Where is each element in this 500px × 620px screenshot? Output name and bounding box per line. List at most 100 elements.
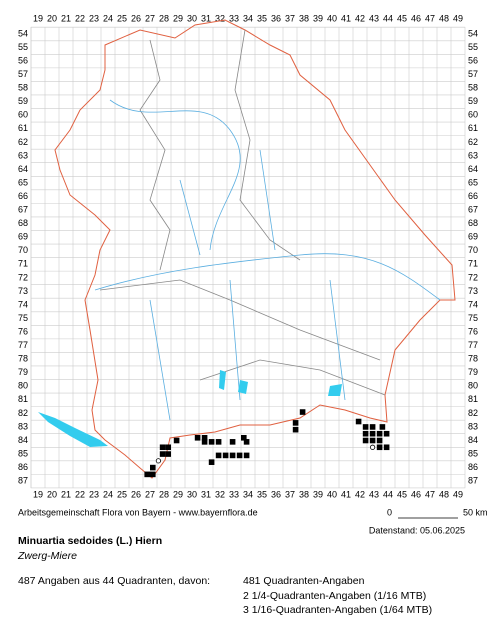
row-label: 78	[18, 354, 28, 364]
record-square	[222, 452, 229, 459]
row-label: 69	[468, 232, 478, 242]
column-label: 29	[173, 489, 183, 499]
column-label: 27	[145, 489, 155, 499]
column-label: 31	[201, 489, 211, 499]
column-label: 44	[383, 14, 393, 24]
species-name: Minuartia sedoides (L.) Hiern	[18, 535, 162, 547]
record-square	[243, 452, 250, 459]
column-label: 48	[439, 489, 449, 499]
state-border	[54, 19, 456, 479]
record-square	[362, 437, 369, 444]
row-label: 67	[18, 205, 28, 215]
column-label: 24	[103, 14, 113, 24]
column-label: 19	[33, 489, 43, 499]
column-label: 30	[187, 489, 197, 499]
column-label: 24	[103, 489, 113, 499]
column-label: 22	[75, 489, 85, 499]
column-label: 40	[327, 489, 337, 499]
lakes	[219, 370, 342, 396]
row-label: 82	[468, 408, 478, 418]
record-square	[159, 444, 166, 451]
column-label: 26	[131, 489, 141, 499]
row-label: 64	[18, 164, 28, 174]
row-label: 58	[468, 83, 478, 93]
column-label: 28	[159, 14, 169, 24]
column-label: 20	[47, 14, 57, 24]
row-label: 57	[18, 69, 28, 79]
row-label: 59	[18, 96, 28, 106]
column-label: 29	[173, 14, 183, 24]
scale-start: 0	[387, 507, 392, 517]
row-label: 81	[18, 394, 28, 404]
row-label: 66	[18, 191, 28, 201]
row-label: 78	[468, 354, 478, 364]
records	[144, 409, 390, 478]
record-square	[243, 439, 250, 445]
record-square	[194, 434, 201, 441]
row-label: 77	[18, 340, 28, 350]
column-label: 39	[313, 14, 323, 24]
column-label: 19	[33, 14, 43, 24]
grid-border	[30, 26, 466, 489]
record-square	[159, 451, 166, 457]
column-label: 38	[299, 489, 309, 499]
record-square	[208, 459, 215, 465]
row-label: 67	[468, 205, 478, 215]
column-label: 36	[271, 489, 281, 499]
row-label: 55	[18, 42, 28, 52]
row-label: 56	[18, 55, 28, 65]
record-square	[369, 437, 376, 444]
row-label: 72	[18, 272, 28, 282]
row-label: 75	[468, 313, 478, 323]
record-square	[362, 430, 369, 437]
row-label: 58	[18, 83, 28, 93]
row-label: 77	[468, 340, 478, 350]
record-square	[201, 439, 208, 445]
record-square	[355, 418, 362, 425]
record-square	[215, 439, 222, 445]
row-label: 69	[18, 232, 28, 242]
row-label: 83	[468, 421, 478, 431]
column-label: 40	[327, 14, 337, 24]
row-label: 84	[18, 435, 28, 445]
record-square	[215, 452, 222, 459]
record-square	[376, 437, 383, 444]
record-square	[165, 444, 171, 451]
record-square	[376, 444, 383, 451]
column-label: 21	[61, 489, 71, 499]
column-label: 20	[47, 489, 57, 499]
row-label: 70	[18, 245, 28, 255]
column-label: 33	[229, 489, 239, 499]
row-label: 62	[468, 137, 478, 147]
data-date: Datenstand: 05.06.2025	[369, 525, 465, 535]
row-label: 73	[468, 286, 478, 296]
row-label: 57	[468, 69, 478, 79]
record-circle	[155, 458, 161, 464]
column-label: 26	[131, 14, 141, 24]
column-label: 46	[411, 489, 421, 499]
column-label: 37	[285, 14, 295, 24]
column-label: 49	[453, 489, 463, 499]
record-square	[144, 471, 150, 478]
column-label: 45	[397, 14, 407, 24]
row-label: 79	[468, 367, 478, 377]
row-label: 59	[468, 96, 478, 106]
count-line: 3 1/16-Quadranten-Angaben (1/64 MTB)	[243, 604, 432, 616]
row-label: 68	[468, 218, 478, 228]
row-label: 54	[18, 28, 28, 38]
column-label: 43	[369, 489, 379, 499]
row-label: 87	[468, 476, 478, 486]
row-label: 79	[18, 367, 28, 377]
record-square	[362, 424, 369, 430]
column-label: 42	[355, 14, 365, 24]
column-label: 41	[341, 489, 351, 499]
record-square	[299, 409, 306, 415]
column-label: 45	[397, 489, 407, 499]
record-square	[383, 430, 390, 437]
credit: Arbeitsgemeinschaft Flora von Bayern - w…	[18, 507, 258, 517]
column-label: 37	[285, 489, 295, 499]
record-square	[369, 430, 376, 437]
row-label: 68	[18, 218, 28, 228]
row-label: 74	[468, 299, 478, 309]
